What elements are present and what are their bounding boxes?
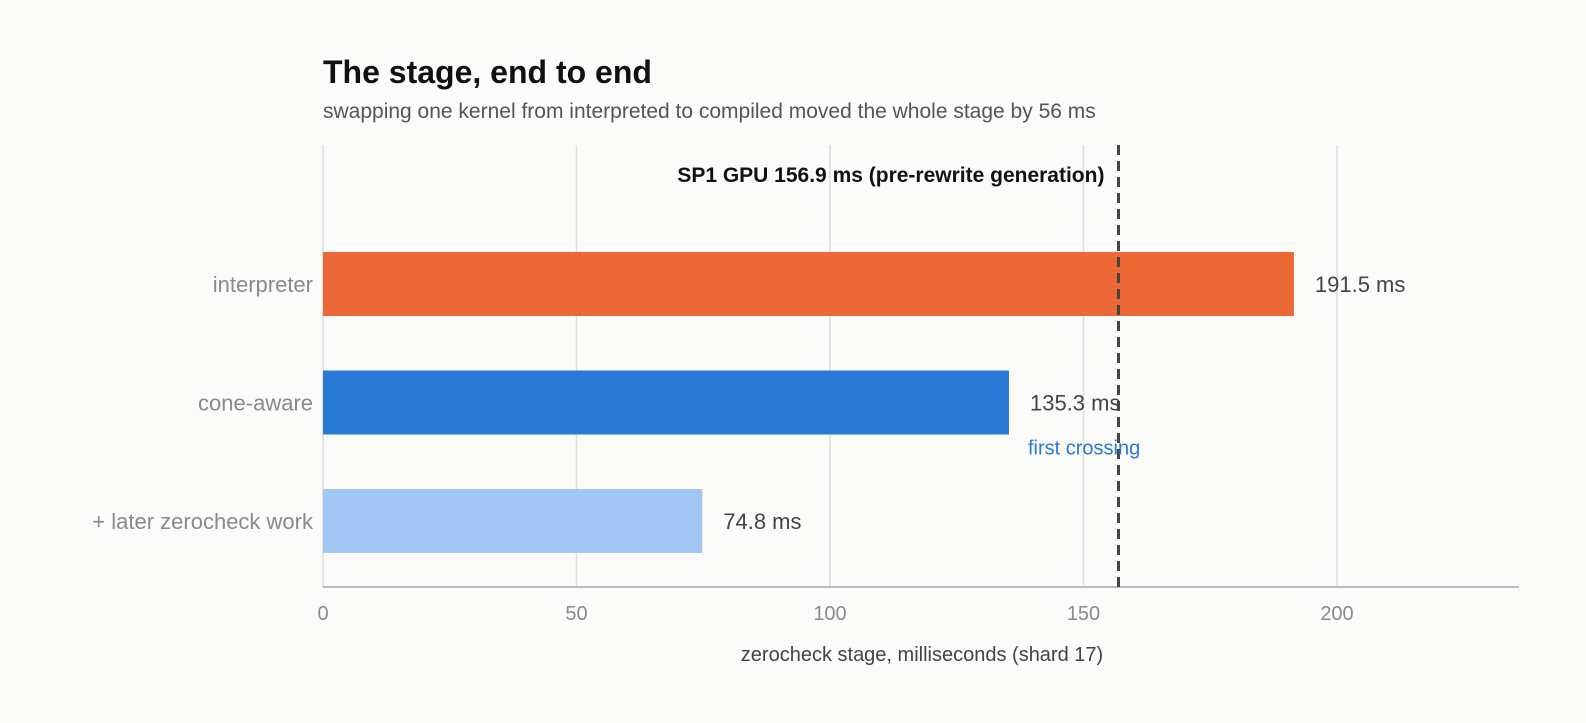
tick-label: 150 [1067, 603, 1100, 625]
value-label: 191.5 ms [1315, 272, 1406, 297]
tick-label: 0 [317, 603, 328, 625]
chart-title: The stage, end to end [323, 54, 652, 90]
tick-label: 200 [1320, 603, 1353, 625]
value-label: 74.8 ms [723, 509, 801, 534]
tick-label: 50 [565, 603, 587, 625]
bar [323, 370, 1009, 435]
category-label: + later zerocheck work [92, 509, 314, 534]
x-axis-ticks: 0 50 100 150 200 [317, 603, 1353, 625]
tick-label: 100 [813, 603, 846, 625]
bar [323, 489, 703, 553]
x-axis-title: zerocheck stage, milliseconds (shard 17) [741, 644, 1103, 666]
annotation-label: first crossing [1028, 438, 1140, 460]
annotations: first crossing [1028, 438, 1140, 460]
bar [323, 252, 1294, 316]
category-label: cone-aware [198, 391, 313, 416]
value-label: 135.3 ms [1030, 391, 1121, 416]
reference-line-label: SP1 GPU 156.9 ms (pre-rewrite generation… [677, 164, 1104, 187]
category-label: interpreter [213, 272, 313, 297]
chart-subtitle: swapping one kernel from interpreted to … [323, 100, 1096, 123]
bars: interpreter 191.5 ms cone-aware 135.3 ms + l… [92, 252, 1405, 553]
